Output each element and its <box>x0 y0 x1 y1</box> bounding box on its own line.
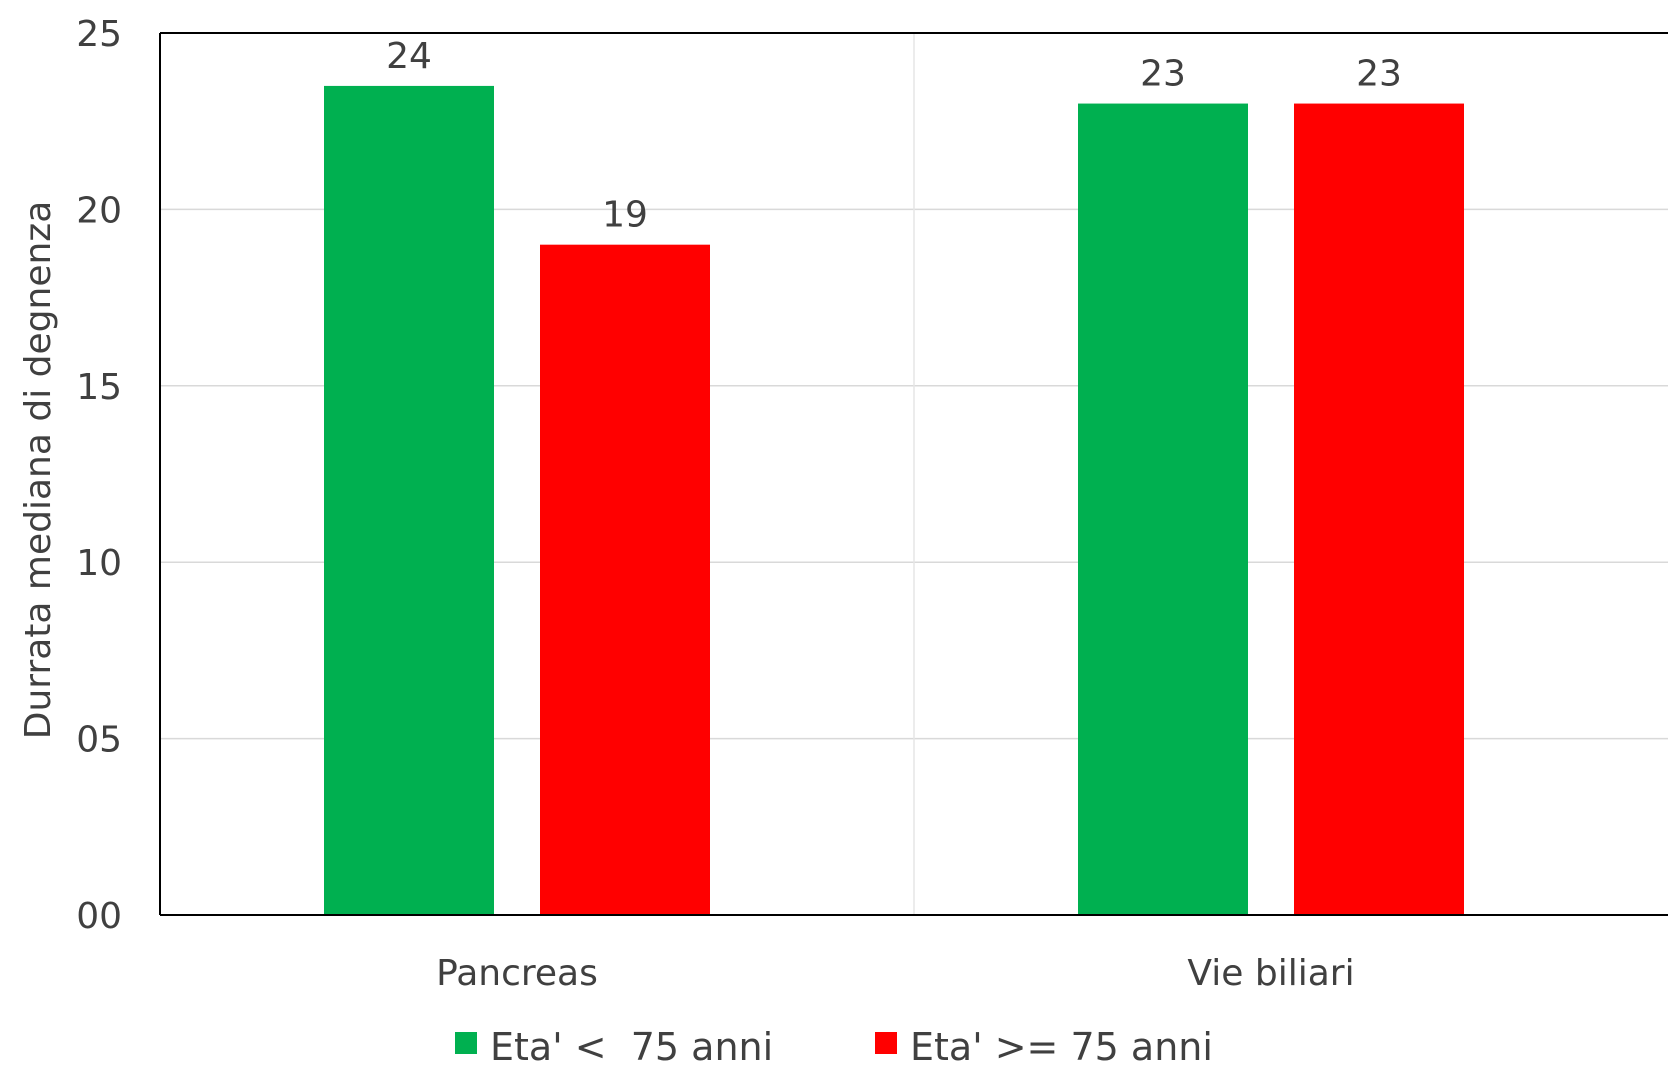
data-label: 24 <box>386 36 432 77</box>
y-tick-label: 05 <box>76 720 122 761</box>
y-tick-label: 10 <box>76 543 122 584</box>
category-label: Pancreas <box>436 953 598 994</box>
y-tick-label: 20 <box>76 190 122 231</box>
y-tick-label: 15 <box>76 367 122 408</box>
legend-swatch <box>875 1032 897 1054</box>
y-tick-label: 00 <box>76 896 122 937</box>
y-axis-label: Durrata mediana di degnenza <box>18 201 59 740</box>
data-labels: 24 19 23 23 <box>386 36 1402 236</box>
bar <box>1078 103 1248 915</box>
bar <box>1294 103 1464 915</box>
legend-swatch <box>455 1032 477 1054</box>
legend-label: Eta' < 75 anni <box>490 1025 773 1066</box>
legend-label: Eta' >= 75 anni <box>910 1025 1213 1066</box>
axes <box>159 32 1668 916</box>
y-tick-label: 25 <box>76 14 122 55</box>
bars <box>324 85 1464 916</box>
category-label: Vie biliari <box>1187 953 1354 994</box>
legend: Eta' < 75 anni Eta' >= 75 anni <box>455 1025 1213 1066</box>
data-label: 19 <box>602 195 648 236</box>
category-labels: Pancreas Vie biliari <box>436 953 1354 994</box>
bar <box>324 85 494 916</box>
bar <box>540 244 710 915</box>
data-label: 23 <box>1356 54 1402 95</box>
data-label: 23 <box>1140 54 1186 95</box>
y-tick-labels: 00 05 10 15 20 25 <box>76 14 122 937</box>
